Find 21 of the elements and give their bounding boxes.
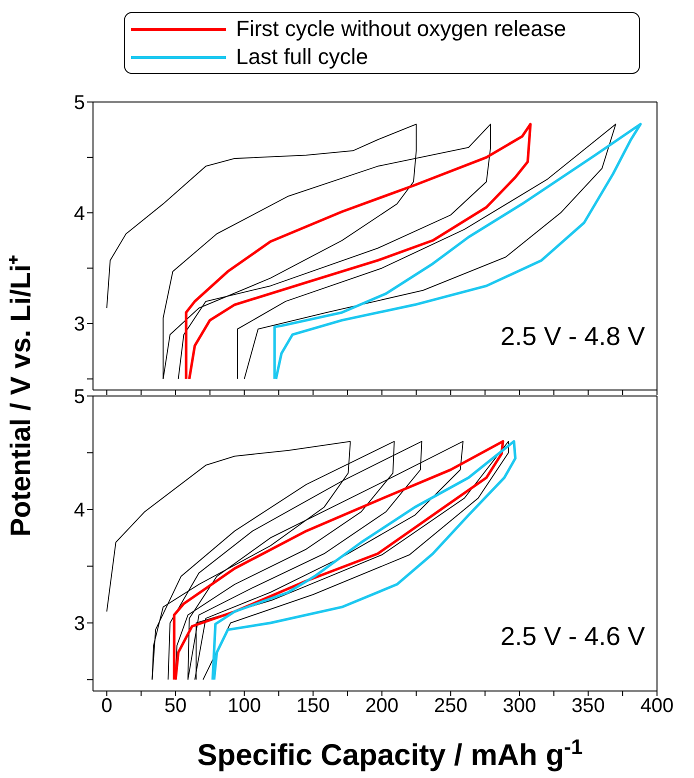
- x-tick-label: 300: [502, 695, 536, 718]
- annotation: 2.5 V - 4.6 V: [500, 621, 645, 652]
- legend-label: First cycle without oxygen release: [236, 16, 566, 42]
- y-tick-label: 3: [74, 314, 85, 336]
- x-tick-label: 350: [572, 695, 605, 718]
- x-tick-label: 400: [640, 695, 674, 718]
- annotation: 2.5 V - 4.8 V: [500, 321, 645, 352]
- y-tick-label: 4: [74, 500, 85, 522]
- x-tick-label: 0: [101, 695, 112, 718]
- x-axis-title: Specific Capacity / mAh g$^{-1}$: [197, 736, 584, 772]
- x-tick-label: 50: [164, 695, 187, 718]
- y-tick-label: 4: [74, 202, 85, 225]
- x-tick-label: 150: [296, 695, 330, 718]
- x-tick-label: 100: [228, 695, 262, 718]
- y-tick-label: 5: [74, 386, 85, 408]
- y-tick-label: 3: [74, 613, 85, 636]
- y-axis-title: Potential / V vs. Li/Li⁺: [5, 255, 36, 537]
- legend-label: Last full cycle: [236, 44, 368, 70]
- x-tick-label: 250: [434, 695, 468, 718]
- y-tick-label: 5: [74, 92, 85, 114]
- x-tick-label: 200: [365, 695, 399, 718]
